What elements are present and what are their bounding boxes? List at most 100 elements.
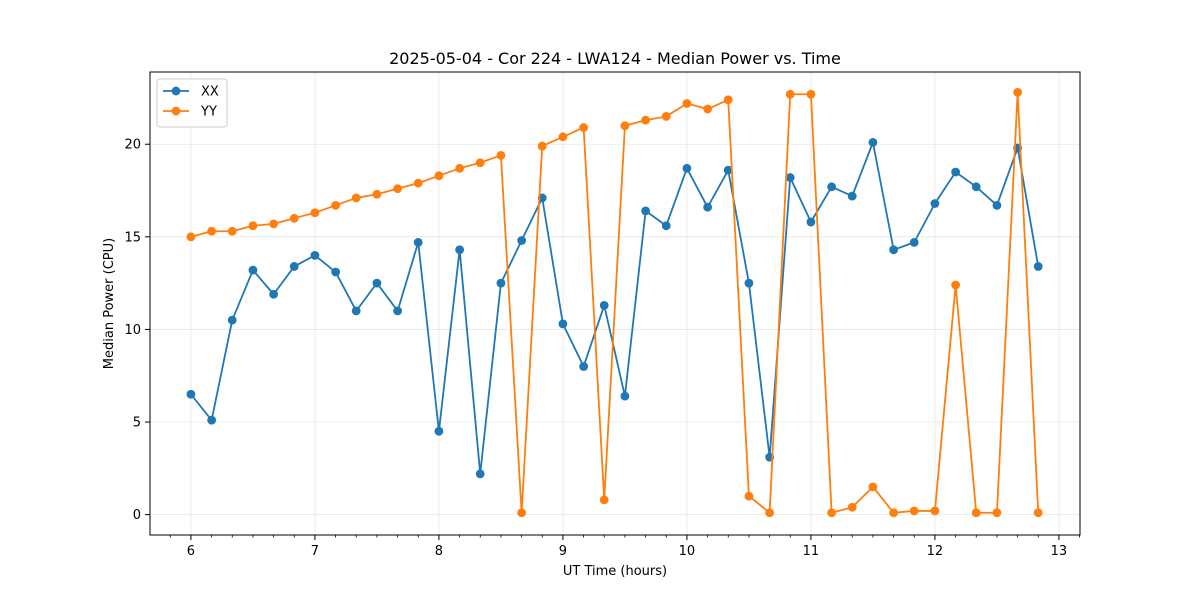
data-point-yy <box>930 506 940 516</box>
y-tick-label: 0 <box>133 508 141 523</box>
data-point-xx <box>909 237 919 247</box>
y-tick-label: 15 <box>124 230 141 245</box>
data-point-xx <box>351 306 361 316</box>
x-tick-label: 12 <box>927 544 944 559</box>
data-point-xx <box>579 362 589 371</box>
data-point-xx <box>269 289 279 299</box>
data-point-xx <box>744 278 754 288</box>
data-point-yy <box>744 491 754 501</box>
data-point-xx <box>889 245 899 255</box>
data-point-xx <box>413 237 423 247</box>
data-point-xx <box>331 267 341 277</box>
axes: 6 7 8 9 10 11 12 13 0 5 10 15 20 <box>124 138 1080 559</box>
data-point-yy <box>537 141 547 151</box>
data-point-xx <box>785 173 795 182</box>
data-point-xx <box>723 165 733 175</box>
data-point-xx <box>496 278 506 288</box>
data-point-yy <box>331 200 341 210</box>
data-point-xx <box>475 469 485 479</box>
data-point-yy <box>351 193 361 203</box>
y-tick-label: 5 <box>133 416 141 431</box>
data-point-yy <box>951 280 961 290</box>
data-point-yy <box>806 89 816 99</box>
data-point-xx <box>661 221 671 231</box>
data-point-yy <box>620 121 630 131</box>
data-point-yy <box>475 158 485 168</box>
data-point-xx <box>599 300 609 310</box>
data-point-xx <box>393 306 403 316</box>
chart-title: 2025-05-04 - Cor 224 - LWA124 - Median P… <box>389 49 841 68</box>
data-point-yy <box>455 163 465 173</box>
data-point-yy <box>1033 508 1043 518</box>
data-point-xx <box>455 245 465 255</box>
data-point-xx <box>517 236 527 245</box>
data-point-yy <box>579 123 589 132</box>
data-point-xx <box>227 315 237 325</box>
data-point-xx <box>868 137 878 147</box>
data-point-xx <box>372 278 382 288</box>
data-point-xx <box>310 250 320 260</box>
data-point-yy <box>496 150 506 160</box>
data-point-yy <box>207 226 217 236</box>
x-tick-label: 6 <box>187 544 195 559</box>
data-point-yy <box>372 189 382 199</box>
legend-label-xx: XX <box>201 85 219 100</box>
x-tick-label: 10 <box>679 544 696 559</box>
data-point-xx <box>207 415 217 425</box>
data-point-yy <box>889 508 899 518</box>
data-point-yy <box>393 184 403 194</box>
grid <box>150 72 1080 535</box>
data-point-xx <box>558 319 568 329</box>
data-point-yy <box>909 506 919 516</box>
y-tick-label: 10 <box>124 323 141 338</box>
data-point-yy <box>289 213 299 223</box>
data-point-yy <box>599 495 609 505</box>
plot-frame <box>149 71 1081 536</box>
x-tick-label: 7 <box>311 544 319 559</box>
data-point-xx <box>827 182 837 192</box>
data-point-yy <box>785 89 795 99</box>
data-point-yy <box>269 219 279 229</box>
series-yy <box>186 87 1043 518</box>
data-point-yy <box>868 482 878 492</box>
x-axis-label: UT Time (hours) <box>563 564 667 579</box>
data-point-yy <box>682 99 692 108</box>
data-point-yy <box>703 104 713 114</box>
y-tick-label: 20 <box>124 138 141 153</box>
data-point-xx <box>434 426 444 436</box>
data-point-yy <box>227 226 237 236</box>
plot-data <box>186 87 1043 518</box>
data-point-xx <box>992 200 1002 210</box>
data-point-xx <box>951 167 961 177</box>
data-point-xx <box>186 389 196 399</box>
data-point-yy <box>310 208 320 218</box>
data-point-xx <box>620 391 630 401</box>
series-xx <box>186 137 1043 479</box>
data-point-yy <box>723 95 733 105</box>
legend-marker-yy <box>171 106 181 116</box>
data-point-xx <box>847 191 857 201</box>
data-point-yy <box>641 115 651 125</box>
legend-label-yy: YY <box>200 105 217 120</box>
legend: XX YY <box>156 78 228 128</box>
data-point-yy <box>765 508 775 518</box>
data-point-xx <box>1033 262 1043 271</box>
data-point-xx <box>248 265 258 275</box>
data-point-xx <box>703 202 713 212</box>
data-point-yy <box>558 132 568 142</box>
data-point-yy <box>186 232 196 242</box>
data-point-xx <box>930 199 940 208</box>
data-point-xx <box>682 163 692 173</box>
legend-marker-xx <box>171 86 181 96</box>
x-tick-label: 9 <box>559 544 567 559</box>
data-point-xx <box>806 217 816 227</box>
data-point-xx <box>289 262 299 271</box>
data-point-xx <box>641 206 651 216</box>
x-tick-label: 8 <box>435 544 443 559</box>
data-point-yy <box>413 178 423 188</box>
data-point-yy <box>1013 87 1023 97</box>
data-point-xx <box>971 182 981 192</box>
x-tick-label: 11 <box>803 544 820 559</box>
data-point-yy <box>248 221 258 231</box>
